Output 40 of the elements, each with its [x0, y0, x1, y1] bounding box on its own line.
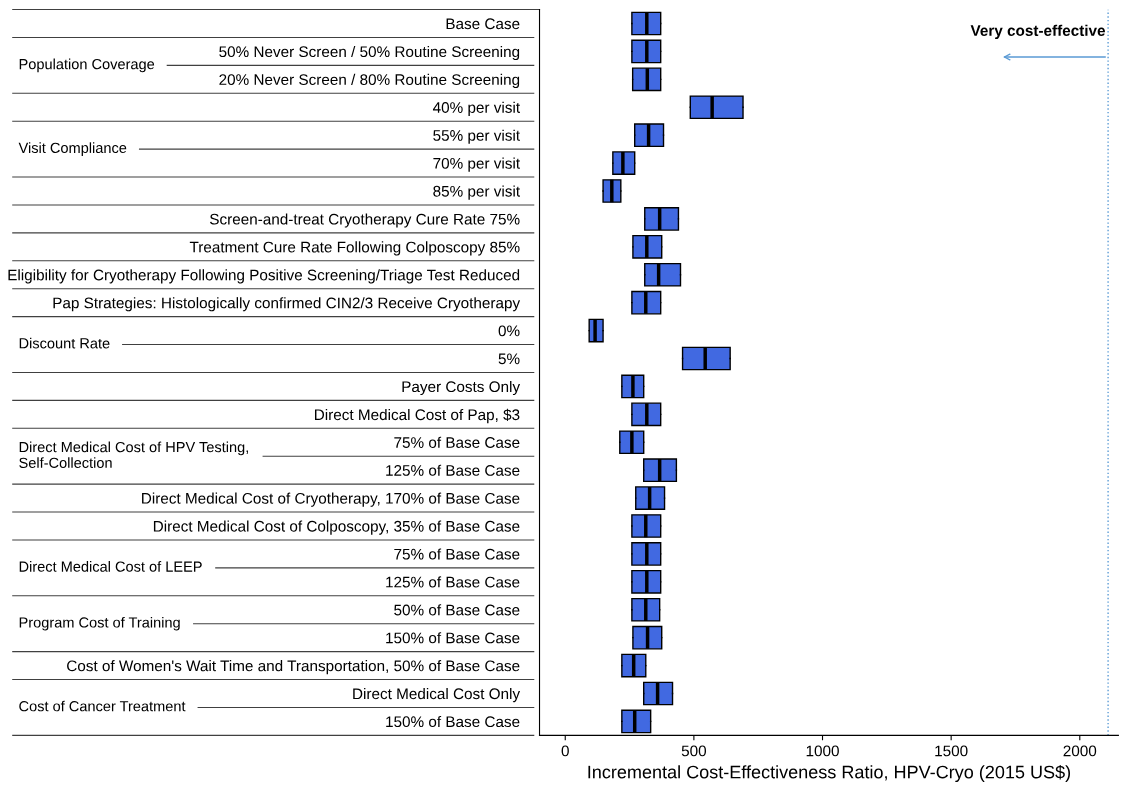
- y-tick-label: Treatment Cure Rate Following Colposcopy 85%: [189, 241, 520, 256]
- y-tick-label: Direct Medical Cost of Cryotherapy, 170% of Base Case: [142, 492, 520, 507]
- y-tick-label: Direct Medical Cost Only: [353, 687, 521, 703]
- y-tick-label: Direct Medical Cost of Pap, $3: [315, 408, 520, 424]
- y-tick-label: Pap Strategies: Histologically confirmed CIN2/3 Receive Cryotherapy: [53, 297, 521, 312]
- y-tick-label: Direct Medical Cost of Colposcopy, 35% of Base Case: [153, 520, 520, 535]
- x-tick-label: 500: [681, 745, 707, 757]
- y-tick-label: 125% of Base Case: [386, 464, 520, 476]
- y-tick-label: 50% of Base Case: [394, 604, 520, 616]
- y-tick-label: Screen-and-treat Cryotherapy Cure Rate 75%: [209, 213, 520, 228]
- y-tick-label: Base Case: [446, 18, 520, 30]
- y-tick-label: 70% per visit: [433, 157, 520, 172]
- x-tick-label: 1000: [806, 745, 839, 757]
- ref-line-label: Very cost-effective: [970, 24, 1106, 39]
- y-tick-label: 50% Never Screen / 50% Routine Screening: [219, 45, 520, 61]
- y-tick-label: Payer Costs Only: [402, 380, 521, 396]
- y-tick-label: Eligibility for Cryotherapy Following Positive Screening/Triage Test Reduced: [8, 269, 520, 284]
- y2-tick-label: Direct Medical Cost of HPV Testing, Self-Collection: [19, 441, 248, 468]
- x-tick-label: 1500: [935, 745, 968, 757]
- y2-tick-label: Cost of Cancer Treatment: [19, 700, 186, 712]
- y-tick-label: 85% per visit: [433, 185, 520, 200]
- y-tick-label: 150% of Base Case: [386, 632, 520, 644]
- y-tick-label: 150% of Base Case: [386, 715, 520, 728]
- y2-tick-label: Program Cost of Training: [19, 616, 180, 631]
- y2-tick-label: Population Coverage: [19, 58, 155, 73]
- y-tick-label: 5%: [498, 353, 520, 365]
- y2-tick-label: Direct Medical Cost of LEEP: [19, 561, 202, 572]
- y-tick-label: 40% per visit: [432, 101, 520, 116]
- y-tick-label: 55% per visit: [433, 129, 520, 144]
- x-tick-label: 0: [561, 745, 569, 757]
- y-tick-label: 20% Never Screen / 80% Routine Screening: [219, 73, 520, 89]
- y-tick-label: 75% of Base Case: [394, 548, 520, 560]
- y2-tick-label: Visit Compliance: [18, 142, 127, 156]
- y-tick-label: 0%: [498, 325, 520, 337]
- x-axis-title: Incremental Cost-Effectiveness Ratio, HPV-Cryo (2015 US$): [588, 764, 1071, 783]
- y-tick-label: 75% of Base Case: [394, 436, 520, 448]
- x-tick-label: 2000: [1063, 745, 1097, 757]
- y-tick-label: 125% of Base Case: [386, 576, 520, 588]
- y-tick-label: Cost of Women's Wait Time and Transportation, 50% of Base Case: [67, 660, 520, 675]
- y2-tick-label: Discount Rate: [19, 337, 110, 349]
